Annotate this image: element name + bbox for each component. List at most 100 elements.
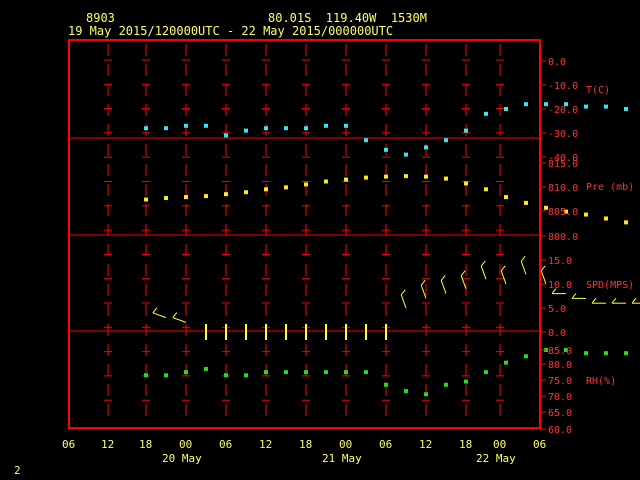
point-temperature: [144, 126, 148, 131]
point-relative_humidity: [344, 370, 348, 375]
point-relative_humidity: [424, 392, 428, 397]
x-tick-label: 18: [139, 438, 152, 451]
wind-barb-flag: [172, 312, 178, 318]
point-relative_humidity: [224, 373, 228, 378]
point-pressure: [624, 220, 628, 225]
x-tick-label: 12: [259, 438, 272, 451]
wind-barb-flag: [631, 297, 637, 304]
y-scales: 0.0 -10.0 -20.0 -30.0 -40.0 T(C) 815.0 810.0 805…: [540, 57, 634, 436]
x-tick-label: 06: [62, 438, 75, 451]
point-temperature: [564, 102, 568, 107]
point-pressure: [244, 190, 248, 195]
ytick-label-temperature: -20.0: [548, 105, 578, 116]
ytick-label-pressure: 815.0: [548, 159, 578, 170]
wind-barb: [540, 270, 547, 285]
wind-barb-flag: [500, 265, 506, 272]
ytick-label-wind: 10.0: [548, 280, 572, 291]
ytick-label-pressure: 805.0: [548, 207, 578, 218]
point-pressure: [364, 175, 368, 180]
wind-barb: [400, 294, 407, 309]
point-relative_humidity: [324, 370, 328, 375]
point-relative_humidity: [164, 373, 168, 378]
point-temperature: [504, 107, 508, 111]
point-relative_humidity: [444, 382, 448, 387]
point-pressure: [564, 209, 568, 214]
panel-label-wind: SPD(MPS): [586, 280, 634, 291]
point-pressure: [164, 196, 168, 201]
ytick-label-wind: 5.0: [548, 304, 566, 315]
panel-label-relative_humidity: RH(%): [586, 376, 616, 387]
point-pressure: [444, 176, 448, 181]
x-tick-label: 12: [419, 438, 432, 451]
point-temperature: [204, 123, 208, 128]
point-temperature: [244, 128, 248, 133]
point-relative_humidity: [364, 370, 368, 375]
point-relative_humidity: [304, 370, 308, 375]
point-pressure: [144, 197, 148, 202]
wind-barb-flag: [420, 279, 426, 286]
page-number: 2: [14, 464, 21, 477]
point-pressure: [504, 195, 508, 200]
point-temperature: [364, 138, 368, 143]
point-temperature: [424, 145, 428, 150]
point-temperature: [404, 152, 408, 157]
point-pressure: [264, 187, 268, 192]
point-pressure: [184, 195, 188, 200]
point-relative_humidity: [604, 351, 608, 356]
point-temperature: [344, 123, 348, 128]
wind-barb: [152, 312, 167, 319]
x-tick-label: 00: [179, 438, 192, 451]
ytick-label-relative_humidity: 85.0: [548, 346, 572, 357]
point-temperature: [304, 126, 308, 131]
ytick-label-temperature: -30.0: [548, 129, 578, 140]
x-tick-label: 18: [299, 438, 312, 451]
point-temperature: [544, 102, 548, 107]
wind-barb-flag: [611, 297, 617, 304]
point-pressure: [484, 187, 488, 192]
x-tick-label: 00: [493, 438, 506, 451]
date-label: 20 May: [162, 452, 202, 465]
wind-barb-flag: [540, 265, 546, 272]
panel-label-temperature: T(C): [586, 85, 610, 96]
wind-barb-flag: [400, 289, 406, 296]
wind-barb-flag: [460, 270, 466, 276]
ytick-label-temperature: -40.0: [548, 153, 578, 164]
wind-barb-flag: [551, 288, 557, 294]
point-pressure: [284, 185, 288, 190]
point-pressure: [524, 200, 528, 205]
point-temperature: [444, 138, 448, 143]
point-relative_humidity: [184, 370, 188, 375]
x-tick-label: 18: [459, 438, 472, 451]
wind-barb: [420, 285, 427, 299]
point-pressure: [404, 174, 408, 179]
point-relative_humidity: [484, 370, 488, 375]
date-label: 22 May: [476, 452, 516, 465]
station-id: 8903: [86, 11, 115, 25]
point-relative_humidity: [524, 354, 528, 359]
ytick-label-pressure: 810.0: [548, 183, 578, 194]
ytick-label-relative_humidity: 75.0: [548, 376, 572, 387]
x-tick-label: 06: [219, 438, 232, 451]
ytick-label-pressure: 800.0: [548, 232, 578, 243]
plot-grid: [69, 44, 540, 424]
point-temperature: [604, 104, 608, 109]
point-pressure: [384, 174, 388, 179]
point-temperature: [484, 111, 488, 116]
point-relative_humidity: [244, 373, 248, 378]
ytick-label-temperature: 0.0: [548, 57, 566, 68]
wind-barb-flag: [571, 293, 577, 299]
point-temperature: [164, 126, 168, 131]
wind-barb-flag: [591, 297, 597, 304]
x-tick-label: 12: [101, 438, 114, 451]
point-relative_humidity: [204, 366, 208, 371]
point-relative_humidity: [584, 351, 588, 356]
panel-label-pressure: Pre (mb): [586, 182, 634, 193]
point-relative_humidity: [504, 360, 508, 365]
x-tick-label: 06: [379, 438, 392, 451]
point-temperature: [264, 126, 268, 131]
point-temperature: [524, 102, 528, 107]
ytick-label-wind: 15.0: [548, 256, 572, 267]
ytick-label-relative_humidity: 60.0: [548, 425, 572, 436]
point-temperature: [584, 104, 588, 109]
